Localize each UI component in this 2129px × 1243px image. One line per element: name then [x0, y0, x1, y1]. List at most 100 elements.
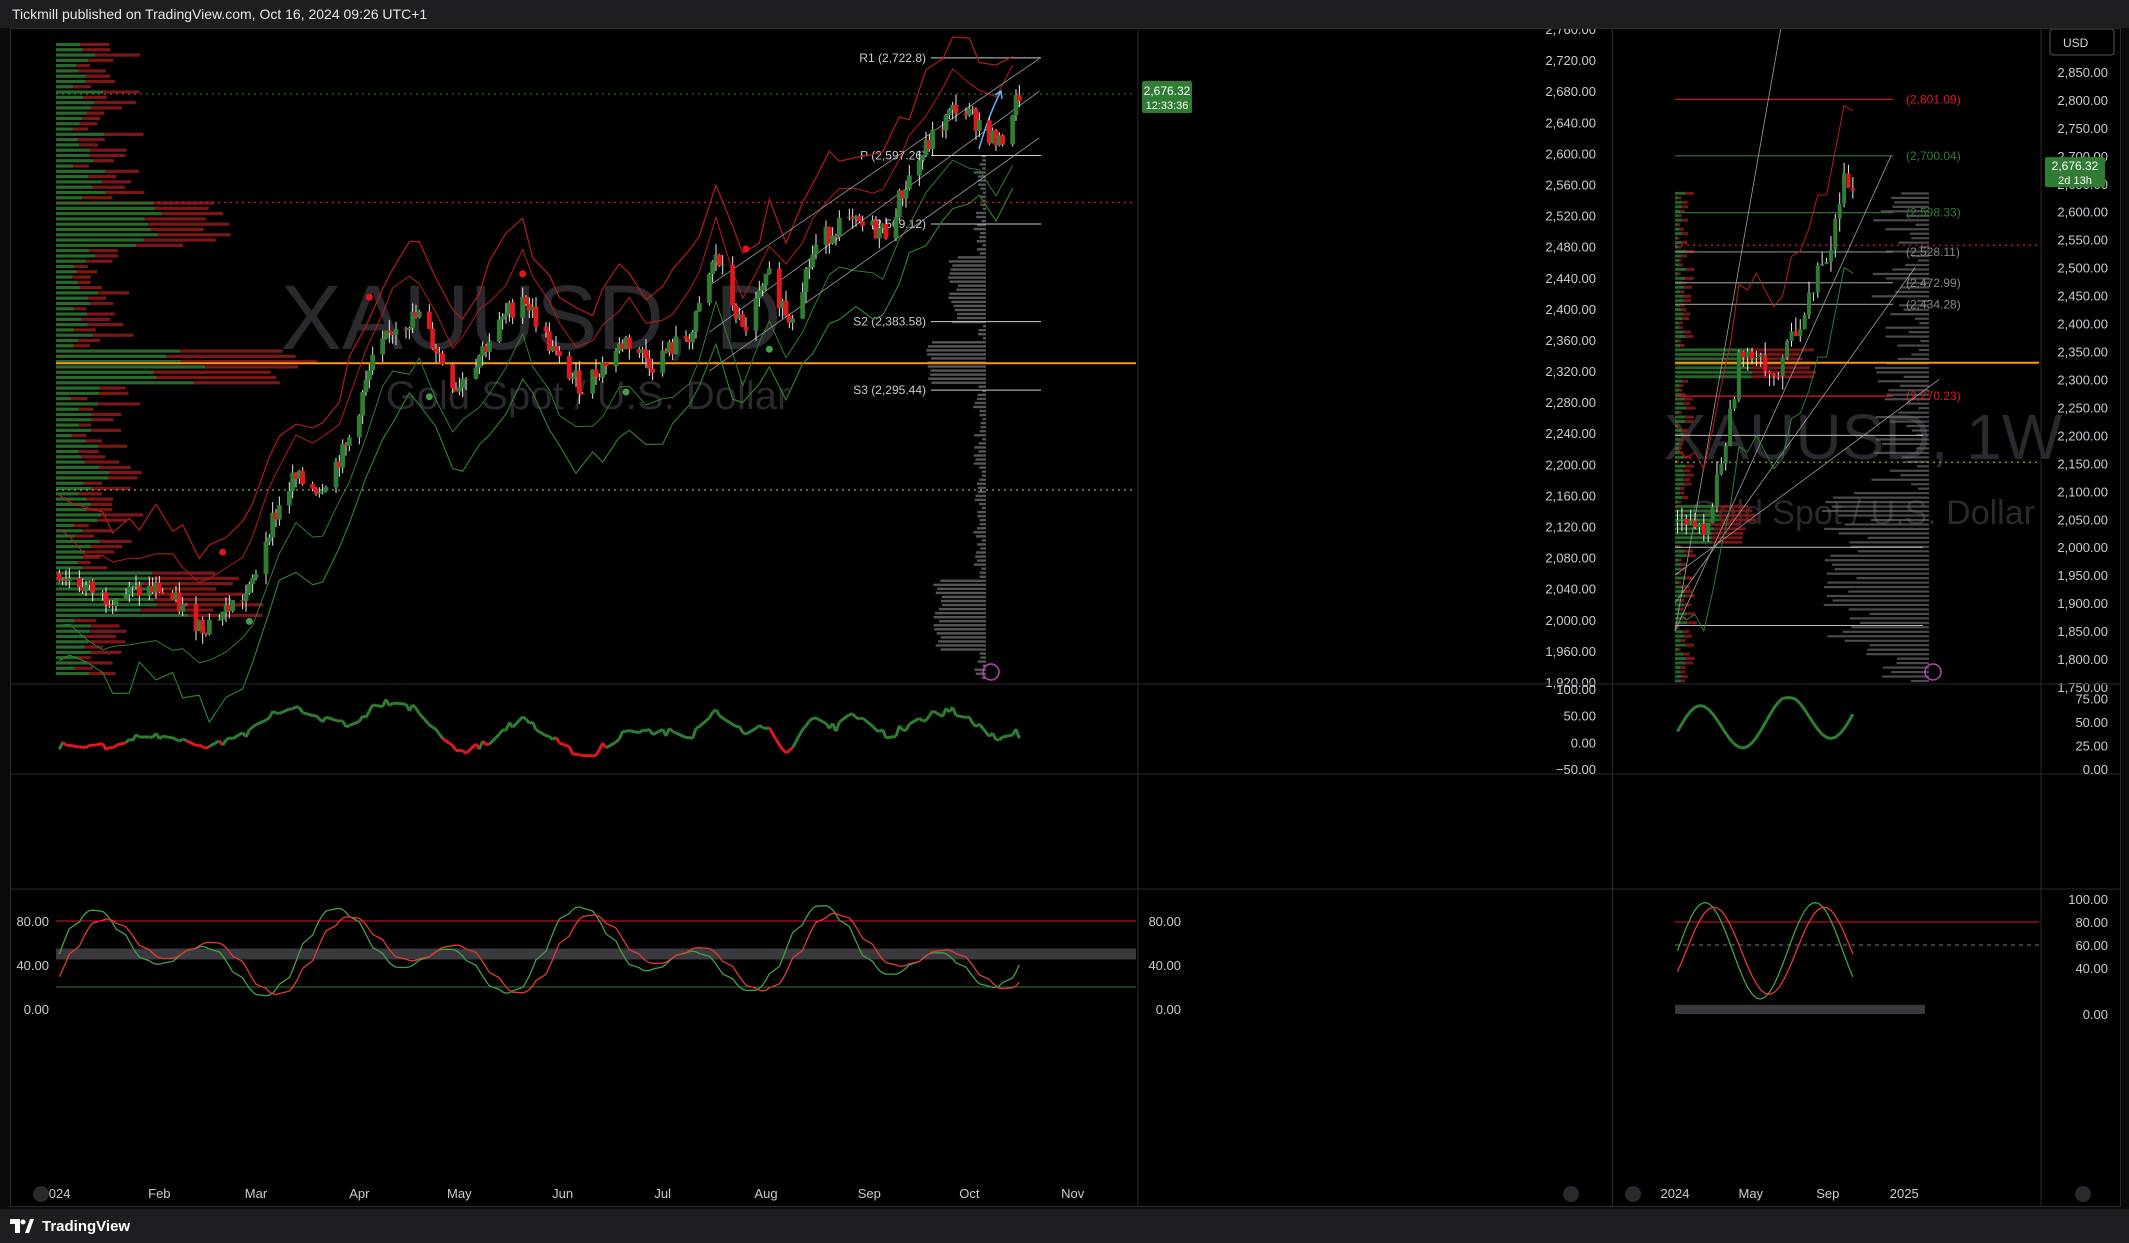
momentum-line	[978, 723, 991, 738]
session-volume-bar	[1848, 590, 1929, 593]
momentum-line	[225, 736, 231, 742]
session-volume-bar	[1844, 523, 1929, 526]
volume-profile-bar	[56, 275, 73, 279]
candle-body	[566, 356, 572, 379]
candle-body	[643, 349, 649, 358]
volume-profile-bar	[1681, 393, 1686, 397]
session-volume-bar	[1885, 326, 1929, 329]
volume-profile-bar	[56, 508, 87, 512]
session-volume-bar	[1824, 559, 1929, 562]
volume-profile-bar	[1749, 366, 1810, 370]
volume-profile-bar	[1678, 258, 1682, 262]
candle-body	[290, 472, 296, 491]
session-volume-bar	[1915, 223, 1929, 226]
candle-body	[976, 120, 982, 131]
volume-profile-bar	[56, 307, 75, 311]
watermark-description: Gold Spot / U.S. Dollar	[386, 374, 791, 418]
momentum-line	[781, 748, 788, 754]
candle-body	[836, 217, 842, 238]
volume-profile-bar	[56, 333, 93, 337]
momentum-line	[745, 727, 757, 736]
candle-body	[463, 378, 469, 380]
volume-profile-bar	[1684, 589, 1692, 593]
trend-fan-line	[1674, 29, 1782, 632]
time-tick-label: Jul	[654, 1186, 671, 1201]
volume-profile-bar	[1681, 616, 1687, 620]
daily-chart-svg[interactable]: XAUUSD, D Gold Spot / U.S. Dollar R1 (2,7…	[11, 29, 1614, 1206]
momentum-line	[265, 716, 271, 722]
volume-profile-bar	[1678, 424, 1681, 428]
momentum-line	[185, 738, 197, 747]
volume-profile-bar	[150, 227, 204, 232]
volume-profile-bar	[1678, 245, 1682, 249]
candle-body	[106, 604, 112, 606]
session-volume-bar	[1874, 451, 1929, 454]
rsi-tick-label: 0.00	[2083, 762, 2108, 777]
volume-profile-bar	[56, 619, 75, 623]
volume-profile-bar	[56, 259, 86, 263]
session-volume-bar	[1872, 272, 1929, 276]
volume-profile-bar	[1679, 326, 1683, 330]
level-label: (2,270.23)	[1906, 389, 1961, 403]
candle-body	[183, 603, 189, 605]
candle-body	[206, 619, 212, 635]
session-volume-bar	[957, 316, 986, 320]
volume-profile-bar	[1675, 205, 1683, 209]
pivot-label: S3 (2,295.44)	[853, 383, 926, 397]
candle-body	[1701, 523, 1706, 535]
volume-profile-bar	[85, 259, 113, 263]
rsi-tick-label: 75.00	[2075, 692, 2108, 707]
daily-chart-panel[interactable]: XAUUSD, D Gold Spot / U.S. Dollar R1 (2,7…	[10, 28, 1615, 1207]
last-price-badge	[1142, 81, 1192, 114]
volume-profile-bar	[56, 296, 88, 300]
candle-body	[76, 578, 82, 588]
volume-profile-bar	[56, 328, 74, 332]
session-volume-bar	[953, 304, 986, 308]
session-volume-bar	[1906, 281, 1929, 285]
volume-profile-bar	[56, 90, 104, 94]
stoch-tick-label-left: 0.00	[24, 1002, 49, 1017]
momentum-line	[395, 701, 407, 706]
volume-profile-bar	[85, 74, 111, 78]
session-volume-bar	[1823, 603, 1929, 607]
session-volume-bar	[956, 288, 986, 291]
session-volume-bar	[978, 328, 986, 332]
session-volume-bar	[931, 381, 986, 384]
volume-profile-bar	[1678, 214, 1682, 218]
session-volume-bar	[982, 244, 986, 247]
candle-body	[600, 362, 606, 378]
volume-profile-bar	[1675, 402, 1684, 406]
volume-profile-bar	[105, 169, 139, 173]
volume-profile-bar	[1675, 679, 1681, 683]
momentum-line	[758, 724, 764, 729]
momentum-line	[124, 738, 131, 744]
momentum-line	[951, 706, 958, 717]
candle-body	[496, 319, 502, 342]
session-volume-bar	[1911, 237, 1929, 240]
volume-profile-bar	[86, 497, 114, 501]
session-volume-bar	[957, 256, 986, 259]
session-volume-bar	[1897, 357, 1929, 361]
weekly-chart-panel[interactable]: XAUUSD, 1W Gold Spot / U.S. Dollar (2,801…	[1612, 28, 2121, 1207]
session-volume-bar	[979, 652, 986, 655]
session-volume-bar	[979, 413, 986, 417]
volume-profile-bar	[1683, 402, 1691, 406]
momentum-line	[575, 752, 580, 757]
volume-profile-bar	[1675, 267, 1686, 271]
candle-body	[546, 331, 552, 352]
volume-profile-bar	[148, 222, 230, 226]
candle-body	[733, 305, 739, 319]
candle-body	[196, 619, 202, 631]
candle-body	[760, 285, 766, 291]
price-tick-label: 2,000.00	[2057, 540, 2108, 555]
candle-body	[136, 585, 142, 596]
lightning-icon	[982, 663, 1000, 681]
candle-body	[266, 537, 272, 542]
volume-profile-bar	[74, 307, 87, 311]
session-volume-bar	[1871, 478, 1929, 481]
upper-band-line	[58, 36, 1013, 560]
volume-profile-bar	[157, 603, 264, 607]
volume-profile-bar	[87, 296, 107, 300]
price-tick-label: 2,760.00	[1545, 29, 1596, 37]
